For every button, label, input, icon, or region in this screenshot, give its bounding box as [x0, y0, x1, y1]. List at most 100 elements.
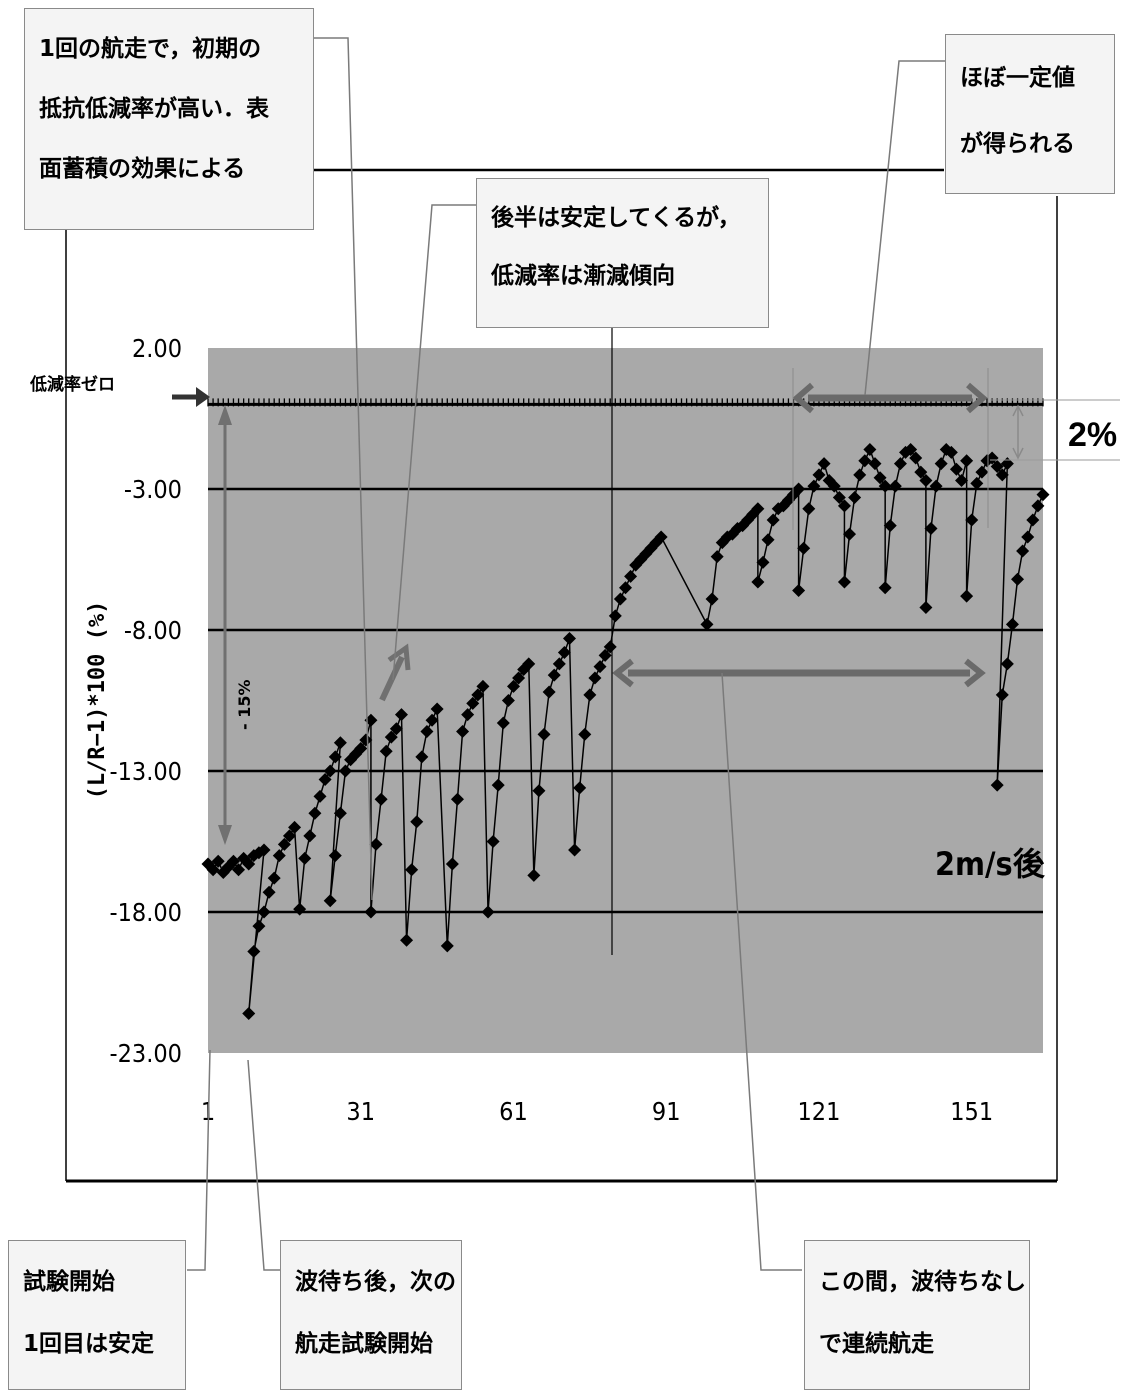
data-point — [272, 849, 286, 863]
data-point — [410, 815, 424, 829]
two-percent-label: 2% — [1068, 416, 1117, 454]
data-point — [211, 854, 225, 868]
data-point — [705, 592, 719, 606]
data-point — [257, 843, 271, 857]
leader-lines — [187, 37, 946, 1271]
data-point — [960, 454, 974, 468]
data-point — [843, 527, 857, 541]
leader-bottom-right — [721, 672, 802, 1271]
data-point — [955, 474, 969, 488]
data-point — [792, 482, 806, 496]
data-point — [308, 806, 322, 820]
data-point — [904, 443, 918, 457]
leader-top-right — [864, 60, 946, 396]
data-point — [247, 849, 261, 863]
callout-line: 抵抗低減率が高い．表 — [39, 96, 269, 122]
leader-middle-a — [392, 204, 477, 681]
data-point — [924, 521, 938, 535]
data-point — [415, 750, 429, 764]
data-point — [837, 575, 851, 589]
data-point — [466, 696, 480, 710]
zero-line-label: 低減率ゼロ — [29, 374, 115, 395]
callout-continuous-run: この間，波待ちなし で連続航走 — [804, 1240, 1030, 1390]
minus15-label: - 15% — [235, 679, 254, 730]
data-point — [333, 806, 347, 820]
data-point — [919, 474, 933, 488]
data-point — [1021, 530, 1035, 544]
zero-reduction-line — [207, 398, 1044, 407]
two-percent-arrow-icon — [1012, 404, 1024, 460]
y-tick-label: -18.00 — [110, 898, 183, 927]
data-point — [323, 894, 337, 908]
callout-line: 1回目は安定 — [23, 1331, 155, 1357]
data-point — [206, 863, 220, 877]
data-point — [827, 479, 841, 493]
data-point — [792, 584, 806, 598]
data-point — [598, 648, 612, 662]
x-tick-label: 31 — [346, 1097, 375, 1126]
data-point — [267, 871, 281, 885]
data-point — [333, 736, 347, 750]
data-point — [751, 502, 765, 516]
data-point — [1011, 572, 1025, 586]
callout-test-start: 試験開始 1回目は安定 — [8, 1240, 186, 1390]
data-point — [990, 778, 1004, 792]
data-point — [293, 902, 307, 916]
data-point — [853, 468, 867, 482]
data-point — [522, 657, 536, 671]
data-point — [751, 575, 765, 589]
data-point — [710, 550, 724, 564]
data-point — [450, 792, 464, 806]
data-point — [995, 468, 1009, 482]
x-tick-label: 91 — [652, 1097, 681, 1126]
data-point — [573, 781, 587, 795]
data-point — [288, 820, 302, 834]
y-tick-label: -3.00 — [124, 475, 182, 504]
data-point — [654, 530, 668, 544]
callout-line: ほぼ一定値 — [960, 65, 1075, 91]
data-point — [797, 541, 811, 555]
callout-line: 1回の航走で，初期の — [39, 36, 262, 62]
data-point — [379, 744, 393, 758]
data-point — [985, 451, 999, 465]
data-point — [313, 789, 327, 803]
data-point — [1026, 513, 1040, 527]
series-points — [201, 443, 1050, 1021]
callout-line: 低減率は漸減傾向 — [491, 263, 675, 289]
callout-line: 波待ち後，次の — [295, 1269, 456, 1295]
data-point — [491, 778, 505, 792]
callout-line: 航走試験開始 — [295, 1331, 433, 1357]
data-point — [496, 716, 510, 730]
leader-bottom-middle — [247, 1059, 281, 1271]
data-point — [990, 459, 1004, 473]
data-point — [970, 476, 984, 490]
data-point — [420, 725, 434, 739]
speed-label: 2m/s後 — [935, 845, 1046, 883]
callout-nearly-constant: ほぼ一定値 が得られる — [945, 34, 1115, 194]
leader-top-left — [313, 37, 373, 901]
data-point — [1036, 488, 1050, 502]
callout-line: 後半は安定してくるが， — [491, 205, 741, 231]
data-point — [624, 569, 638, 583]
data-point — [934, 457, 948, 471]
data-point — [832, 490, 846, 504]
data-point — [232, 863, 246, 877]
data-point — [919, 600, 933, 614]
data-point — [929, 479, 943, 493]
data-point — [262, 885, 276, 899]
data-point — [461, 708, 475, 722]
data-point — [547, 668, 561, 682]
data-point — [858, 454, 872, 468]
data-point — [425, 713, 439, 727]
data-point — [527, 868, 541, 882]
data-point — [400, 933, 414, 947]
data-point — [328, 750, 342, 764]
data-point — [405, 863, 419, 877]
data-point — [807, 479, 821, 493]
data-point — [873, 471, 887, 485]
x-tick-labels: 1 31 61 91 121 151 — [201, 1097, 993, 1126]
data-point — [888, 479, 902, 493]
data-point — [883, 519, 897, 533]
zero-line-arrow-icon — [172, 387, 210, 407]
